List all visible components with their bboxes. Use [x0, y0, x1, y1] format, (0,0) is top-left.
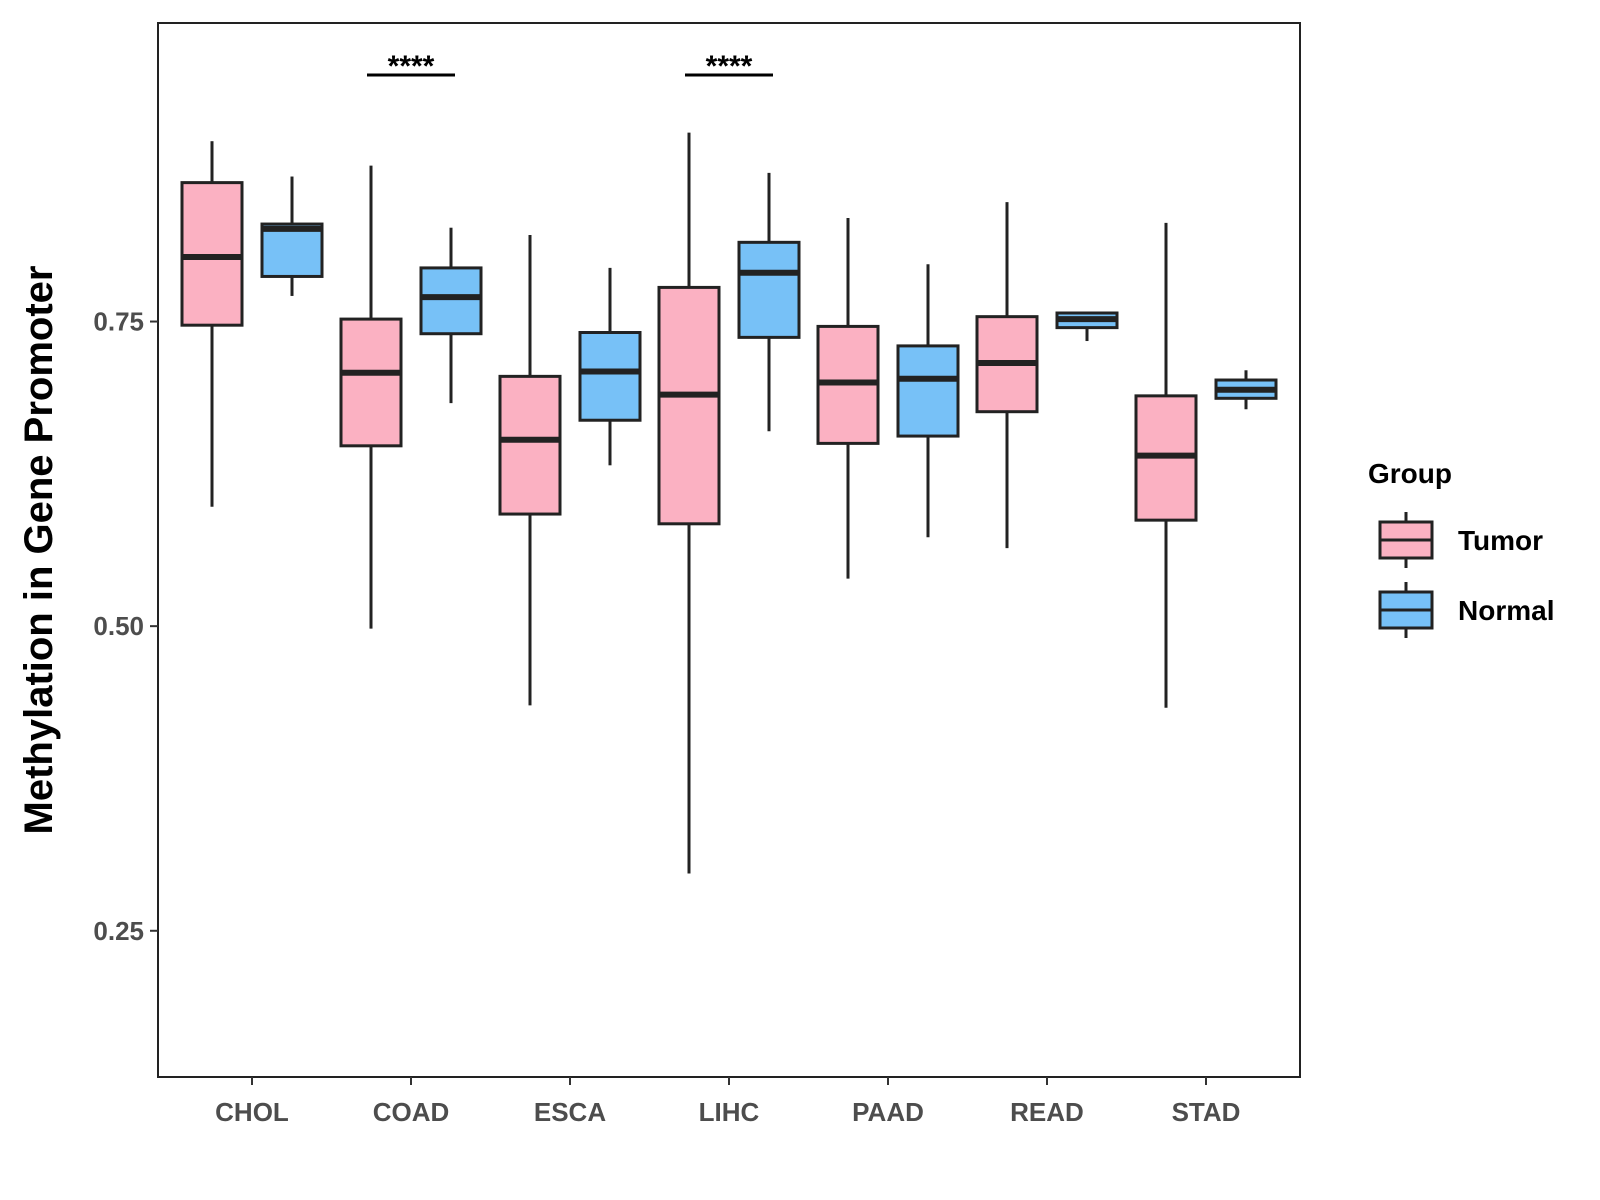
y-tick-label: 0.75: [93, 307, 144, 337]
box-normal-coad: [419, 227, 483, 404]
box: [896, 344, 960, 438]
legend-label: Normal: [1458, 595, 1554, 626]
box-normal-lihc: [737, 172, 801, 432]
x-axis: CHOL COAD ESCA LIHC PAAD READ STAD: [215, 1077, 1240, 1127]
y-tick-label: 0.50: [93, 611, 144, 641]
legend-entries: Tumor Normal: [1378, 512, 1554, 638]
box-layer: [180, 132, 1278, 874]
legend-entry-tumor: Tumor: [1378, 512, 1543, 568]
x-tick-label: PAAD: [852, 1097, 924, 1127]
box-tumor-lihc: [657, 132, 721, 874]
box-tumor-stad: [1134, 222, 1198, 708]
box-tumor-paad: [816, 217, 880, 579]
box-normal-stad: [1214, 370, 1278, 410]
significance-annotations: **** ****: [367, 50, 773, 83]
x-tick-label: LIHC: [699, 1097, 760, 1127]
y-axis-title: Methylation in Gene Promoter: [17, 266, 61, 835]
x-tick-label: READ: [1010, 1097, 1084, 1127]
box-tumor-read: [975, 202, 1039, 549]
x-tick-label: ESCA: [534, 1097, 606, 1127]
box: [180, 181, 244, 327]
box: [260, 222, 324, 278]
box-normal-esca: [578, 267, 642, 466]
x-tick-label: COAD: [373, 1097, 450, 1127]
legend: Group Tumor Normal: [1368, 458, 1554, 638]
box-normal-read: [1055, 311, 1119, 342]
significance-label: ****: [706, 50, 753, 83]
box-tumor-chol: [180, 141, 244, 507]
legend-label: Tumor: [1458, 525, 1543, 556]
x-tick-label: CHOL: [215, 1097, 289, 1127]
plot-panel: [157, 22, 1301, 1078]
significance-label: ****: [388, 50, 435, 83]
box-tumor-coad: [339, 165, 403, 629]
box: [498, 374, 562, 516]
y-axis: 0.25 0.50 0.75: [93, 307, 158, 946]
y-tick-label: 0.25: [93, 916, 144, 946]
box: [339, 317, 403, 448]
box: [419, 266, 483, 336]
box-normal-paad: [896, 264, 960, 538]
box-tumor-esca: [498, 235, 562, 706]
box-normal-chol: [260, 176, 324, 296]
legend-entry-normal: Normal: [1378, 582, 1554, 638]
x-tick-label: STAD: [1172, 1097, 1241, 1127]
box: [657, 285, 721, 526]
box: [737, 240, 801, 339]
legend-title: Group: [1368, 458, 1452, 489]
box: [578, 330, 642, 422]
